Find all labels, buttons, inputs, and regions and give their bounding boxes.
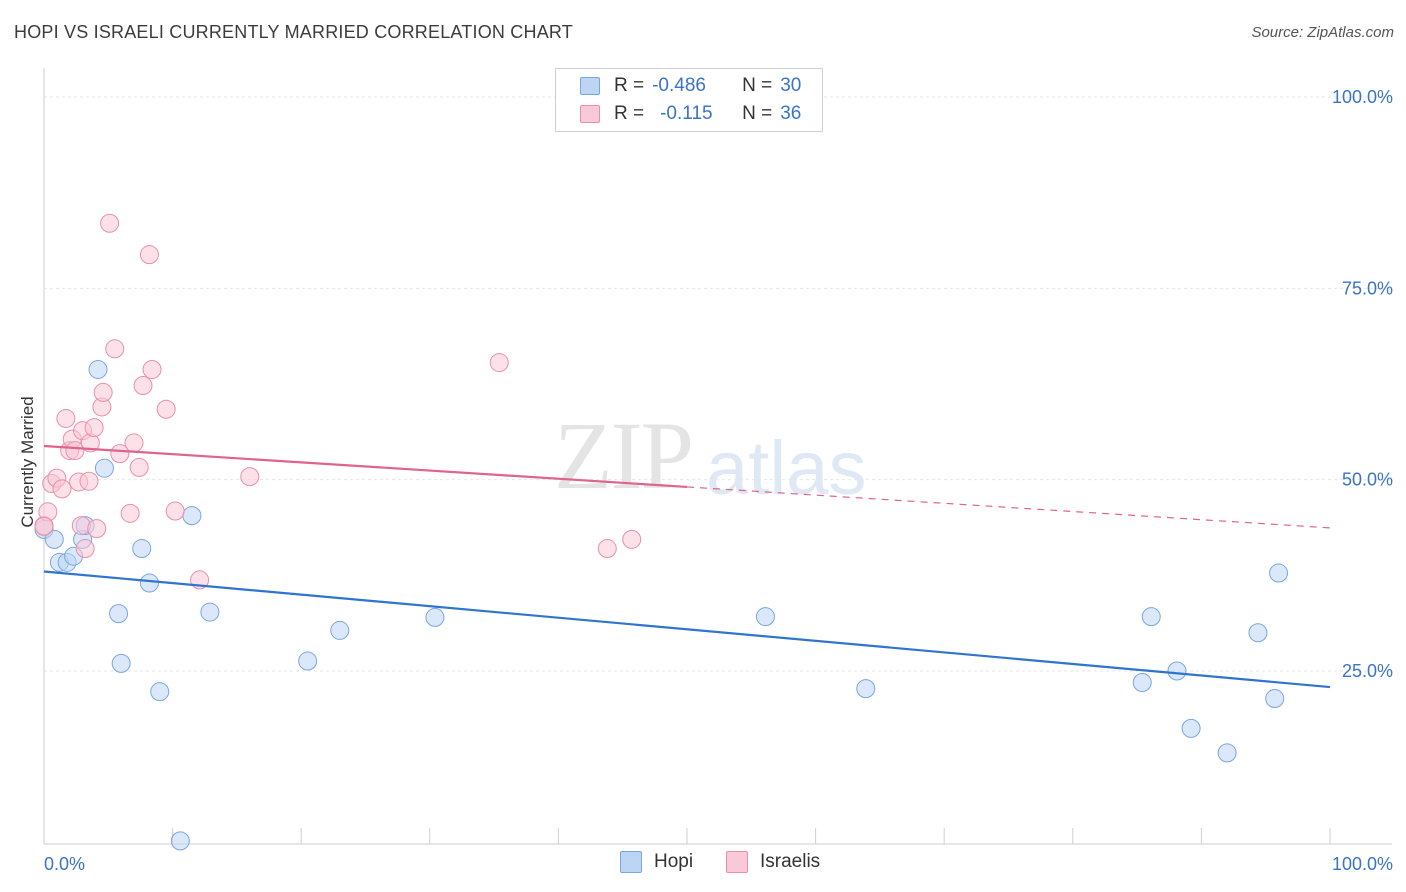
bottom-legend-swatch-israelis (726, 851, 748, 873)
point-hopi (132, 539, 152, 559)
point-hopi (1167, 661, 1187, 681)
watermark-zip: ZIP (554, 402, 694, 509)
point-israelis (52, 479, 72, 499)
legend-n-label-hopi: N = (742, 75, 773, 96)
point-israelis (87, 519, 107, 539)
point-hopi (1217, 743, 1237, 763)
point-hopi (88, 359, 108, 379)
legend-swatch-israelis (580, 105, 600, 123)
point-hopi (1269, 563, 1289, 583)
point-hopi (1181, 718, 1201, 738)
point-hopi (1141, 607, 1161, 627)
point-hopi (109, 604, 129, 624)
point-israelis (56, 408, 76, 428)
point-israelis (489, 353, 509, 373)
y-tick-label: 50.0% (1342, 470, 1393, 490)
point-hopi (298, 651, 318, 671)
point-israelis (129, 457, 149, 477)
legend-r-label-israelis: R = (614, 103, 645, 124)
legend-swatch-hopi (580, 77, 600, 95)
bottom-legend-swatch-hopi (620, 851, 642, 873)
bottom-legend-israelis[interactable]: Israelis (726, 851, 820, 873)
point-hopi (330, 620, 350, 640)
point-israelis (156, 399, 176, 419)
point-hopi (111, 653, 131, 673)
y-tick-label: 25.0% (1342, 661, 1393, 681)
point-israelis (110, 444, 130, 464)
point-israelis (124, 433, 144, 453)
legend-n-value-hopi: 30 (780, 75, 802, 96)
trend-line-hopi (43, 570, 1331, 689)
point-hopi (139, 573, 159, 593)
chart-source: Source: ZipAtlas.com (1251, 24, 1394, 41)
x-tick-label: 100.0% (1332, 854, 1393, 874)
point-hopi (425, 607, 445, 627)
trend-line-dashed-israelis (686, 486, 1331, 529)
point-hopi (150, 682, 170, 702)
data-points (34, 213, 1289, 851)
legend-row-hopi: R = -0.486 N = 30 (580, 73, 801, 99)
point-israelis (622, 529, 642, 549)
point-hopi (856, 679, 876, 699)
point-israelis (75, 539, 95, 559)
axes (43, 68, 1392, 845)
legend-r-label-hopi: R = (614, 75, 645, 96)
bottom-legend-label-hopi: Hopi (654, 851, 694, 872)
legend-n-label-israelis: N = (742, 103, 773, 124)
point-israelis (84, 418, 104, 438)
chart-title: HOPI VS ISRAELI CURRENTLY MARRIED CORREL… (14, 22, 573, 42)
point-israelis (165, 501, 185, 521)
point-israelis (79, 471, 99, 491)
point-israelis (105, 339, 125, 359)
tick-labels: 100.0% 75.0% 50.0% 25.0% 0.0% 100.0% (44, 87, 1393, 874)
y-tick-label: 100.0% (1332, 87, 1393, 107)
point-israelis (120, 503, 140, 523)
watermark-atlas: atlas (706, 426, 867, 511)
point-hopi (755, 607, 775, 627)
point-hopi (1132, 672, 1152, 692)
point-hopi (182, 506, 202, 526)
point-hopi (94, 458, 114, 478)
trend-line-israelis (43, 444, 688, 489)
point-israelis (597, 539, 617, 559)
point-israelis (142, 359, 162, 379)
point-hopi (200, 602, 220, 622)
point-israelis (65, 441, 85, 461)
point-israelis (34, 516, 54, 536)
point-hopi (1248, 623, 1268, 643)
point-israelis (240, 467, 260, 487)
legend-n-value-israelis: 36 (780, 103, 802, 124)
bottom-legend-label-israelis: Israelis (760, 851, 821, 872)
legend-r-value-israelis: -0.115 (660, 103, 713, 124)
point-israelis (139, 245, 159, 265)
grid-lines (44, 96, 1392, 672)
correlation-legend: R = -0.486 N = 30 R = -0.115 N = 36 (555, 68, 823, 132)
point-israelis (93, 382, 113, 402)
y-tick-label: 75.0% (1342, 278, 1393, 298)
bottom-legend-hopi[interactable]: Hopi (620, 851, 693, 873)
point-hopi (1265, 689, 1285, 709)
x-tick-label: 0.0% (44, 854, 85, 874)
point-israelis (71, 516, 91, 536)
point-israelis (100, 213, 120, 233)
point-hopi (170, 831, 190, 851)
legend-row-israelis: R = -0.115 N = 36 (580, 101, 801, 127)
trend-lines (43, 444, 1331, 689)
legend-r-value-hopi: -0.486 (652, 75, 706, 96)
point-hopi (44, 529, 64, 549)
point-israelis (133, 376, 153, 396)
